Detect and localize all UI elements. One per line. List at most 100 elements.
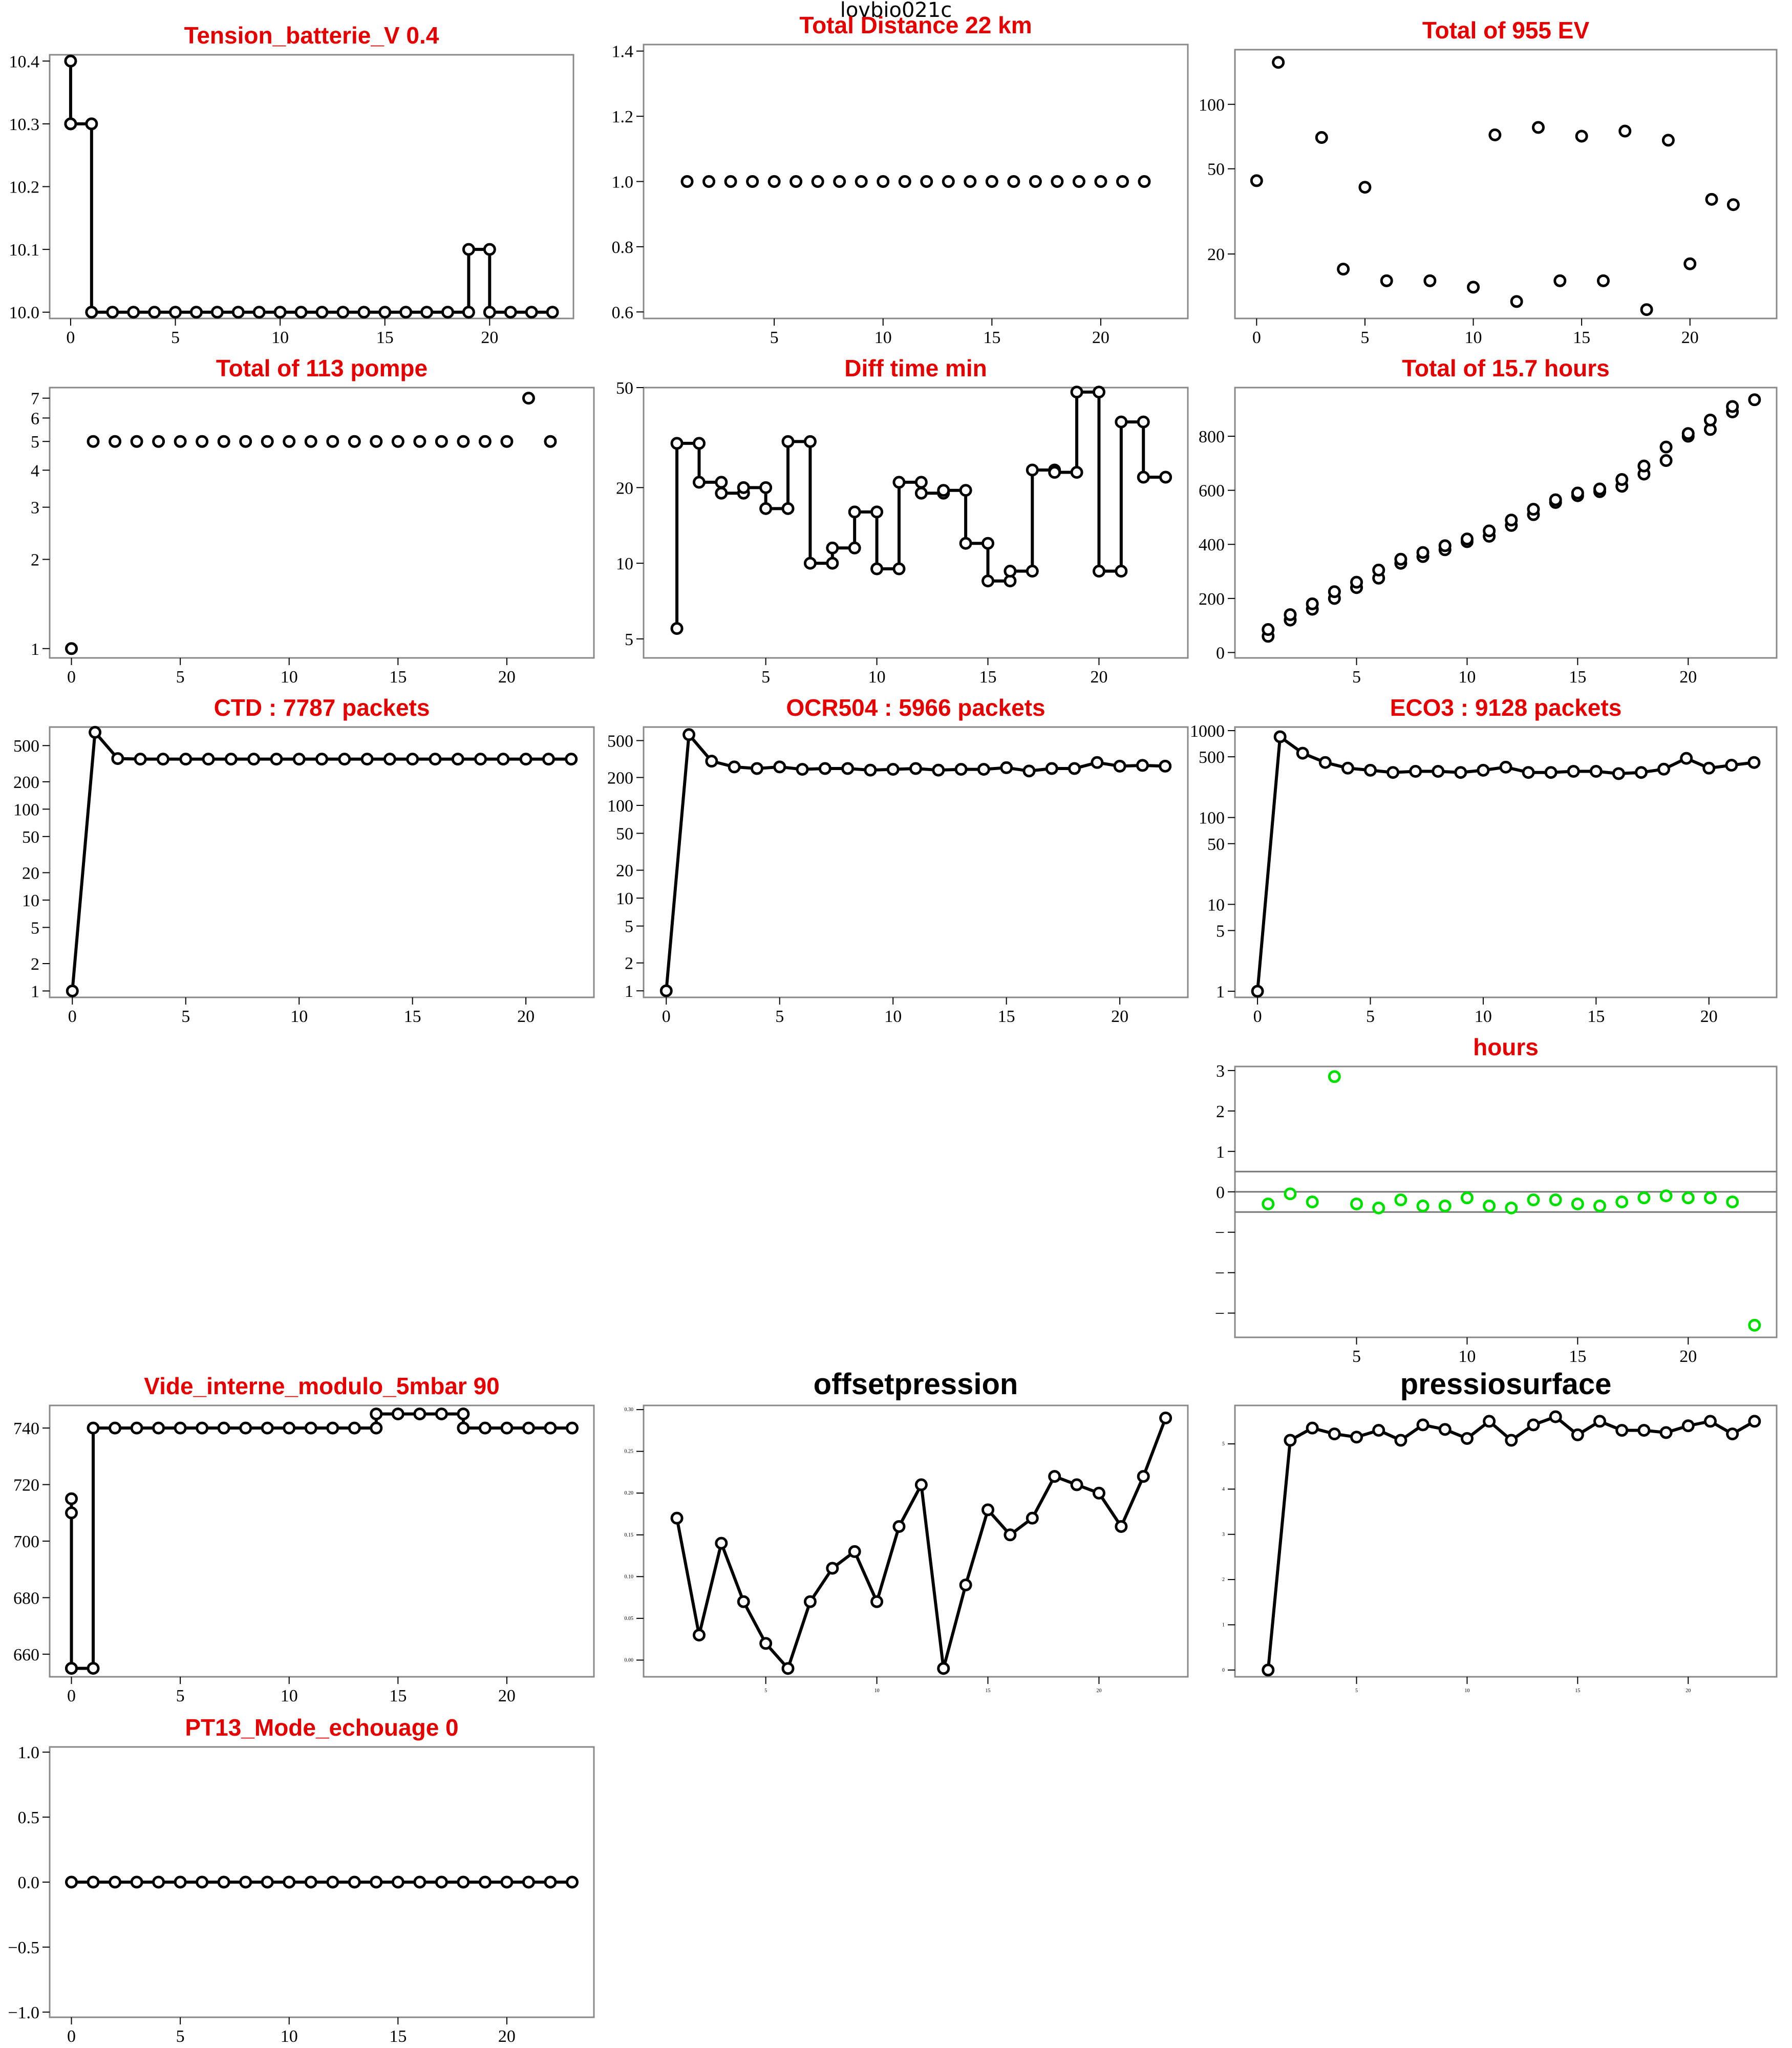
data-point	[1438, 539, 1452, 552]
data-point	[1593, 482, 1607, 496]
x-tick-label: 0	[67, 2027, 76, 2046]
data-point	[413, 435, 426, 448]
series-line	[71, 731, 571, 991]
chart-title: pressiosurface	[1400, 1368, 1612, 1401]
y-tick-label: 720	[13, 1476, 39, 1495]
y-tick-label: 5	[1222, 1441, 1225, 1447]
x-tick-label: 20	[498, 2027, 516, 2046]
data-point	[1567, 765, 1580, 778]
x-tick-label: 0	[1253, 1007, 1262, 1026]
data-point	[659, 984, 673, 997]
y-tick-label: 1.0	[18, 1743, 40, 1762]
data-point	[1612, 767, 1625, 780]
data-point	[1575, 130, 1588, 143]
data-point	[1615, 1424, 1629, 1437]
y-tick-label: 740	[13, 1419, 39, 1438]
data-point	[1026, 463, 1039, 477]
x-tick-label: 20	[1686, 1688, 1691, 1694]
y-tick-label: 10.4	[9, 52, 40, 71]
y-tick-label: 600	[1199, 482, 1225, 501]
x-tick-label: 10	[1465, 328, 1482, 347]
data-point	[370, 1875, 383, 1889]
data-point	[737, 1595, 750, 1608]
x-tick-label: 15	[389, 1687, 407, 1705]
x-tick-label: 10	[281, 668, 298, 687]
data-point	[1483, 1415, 1496, 1428]
chart-title: hours	[1473, 1034, 1539, 1060]
data-point	[728, 760, 741, 774]
y-tick-label: 3	[31, 499, 39, 518]
data-point	[544, 435, 557, 448]
x-tick-label: 20	[1700, 1007, 1718, 1026]
data-point	[1683, 257, 1697, 270]
data-point	[1051, 175, 1064, 188]
x-tick-label: 20	[1096, 1688, 1101, 1694]
chart-title: Diff time min	[844, 355, 987, 381]
data-point	[338, 753, 351, 766]
data-point	[870, 505, 884, 519]
y-tick-label: 10.3	[9, 115, 40, 134]
x-tick-label: 15	[979, 668, 997, 687]
x-tick-label: 15	[1587, 1007, 1605, 1026]
y-tick-label: −	[1215, 1224, 1225, 1243]
data-point	[65, 642, 78, 655]
data-point	[937, 484, 950, 497]
y-tick-label: 2	[1216, 1102, 1225, 1121]
y-tick-label: 0.15	[625, 1532, 634, 1538]
y-tick-label: 20	[22, 864, 39, 883]
chart-title: PT13_Mode_echouage 0	[185, 1714, 458, 1741]
data-point	[239, 435, 252, 448]
data-point	[1116, 175, 1129, 188]
data-point	[1115, 1520, 1128, 1533]
data-point	[413, 1875, 426, 1889]
data-point	[1748, 393, 1761, 407]
data-point	[1284, 608, 1297, 622]
data-point	[803, 435, 817, 448]
data-point	[1681, 1419, 1695, 1433]
y-tick-label: 10	[1207, 895, 1225, 914]
data-point	[892, 562, 906, 575]
data-point	[773, 760, 786, 774]
data-point	[848, 1545, 861, 1558]
data-point	[1022, 764, 1036, 778]
data-point	[1726, 1196, 1739, 1208]
data-point	[130, 1875, 143, 1889]
x-tick-label: 10	[868, 668, 886, 687]
data-point	[565, 753, 578, 766]
data-point	[130, 435, 143, 448]
data-point	[85, 117, 98, 131]
data-point	[109, 1875, 122, 1889]
y-tick-label: 2	[1222, 1577, 1225, 1583]
data-point	[1571, 1197, 1584, 1210]
y-tick-label: 4	[1222, 1486, 1225, 1492]
data-point	[1703, 1191, 1717, 1205]
data-point	[261, 435, 274, 448]
data-point	[826, 541, 839, 554]
data-point	[1350, 1431, 1363, 1444]
x-tick-label: 20	[498, 668, 516, 687]
data-point	[283, 435, 296, 448]
data-point	[127, 306, 140, 319]
data-point	[522, 392, 535, 405]
data-point	[796, 763, 809, 776]
data-point	[759, 1637, 773, 1650]
x-tick-label: 10	[1464, 1688, 1469, 1694]
data-point	[682, 728, 696, 741]
data-point	[1483, 1199, 1496, 1212]
data-point	[174, 1421, 187, 1435]
y-tick-label: 1	[31, 640, 39, 659]
chart-panel-8: OCR504 : 5966 packets 0 5 10 15 20 1 2 5 10 20 50 10…	[607, 694, 1189, 1026]
data-point	[304, 1421, 317, 1435]
y-tick-label: 1.0	[612, 173, 634, 192]
data-point	[1159, 471, 1172, 484]
y-tick-label: 50	[22, 828, 39, 847]
data-point	[909, 762, 922, 775]
y-tick-label: 200	[13, 773, 39, 792]
y-tick-label: 1	[1216, 1143, 1225, 1162]
data-point	[1477, 763, 1490, 777]
data-point	[959, 537, 972, 550]
data-point	[152, 435, 165, 448]
x-tick-label: 5	[775, 1007, 784, 1026]
data-point	[1438, 1423, 1452, 1436]
data-point	[914, 1478, 928, 1491]
